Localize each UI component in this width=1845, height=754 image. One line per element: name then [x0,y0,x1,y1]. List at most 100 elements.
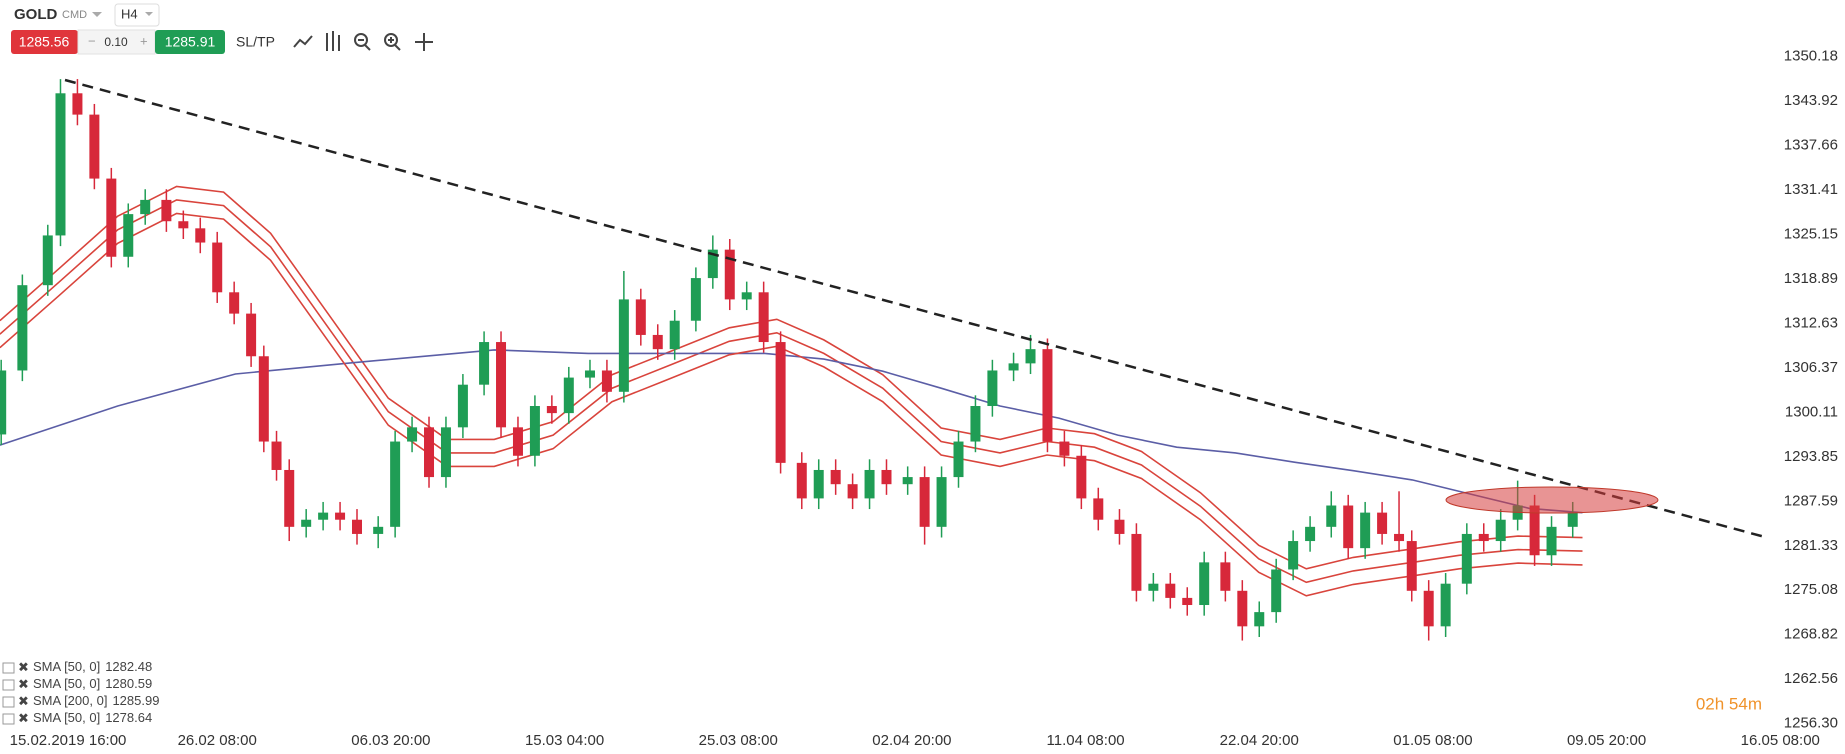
candle-body [1394,533,1405,542]
candle-body [987,370,998,407]
candle-body [1025,349,1036,364]
y-tick-label: 1275.08 [1784,581,1838,598]
x-tick-label: 16.05 08:00 [1741,732,1820,749]
candle-body [1305,526,1316,542]
candle-body [635,299,646,335]
candle-body [258,356,269,442]
candle-body [563,377,574,414]
candle-body [1478,533,1489,542]
sma-line [0,349,1583,514]
candle-body [546,406,557,414]
candle-body [89,114,100,179]
candle-body [1423,590,1434,627]
candle-body [1254,612,1265,627]
x-tick-label: 09.05 20:00 [1567,732,1646,749]
candle-body [424,427,435,478]
candle-body [902,477,913,485]
legend-value: 1282.48 [105,659,152,674]
sell-price: 1285.56 [19,34,70,50]
candle-body [457,384,468,428]
candle-body [1546,526,1557,556]
symbol: GOLD [14,6,57,23]
candle-body [1288,541,1299,570]
sell-button[interactable] [11,30,78,54]
y-tick-label: 1268.82 [1784,626,1838,643]
sl-tp[interactable]: SL/TP [236,34,275,50]
candle-body [936,477,947,527]
chart-type-icon[interactable] [293,35,313,48]
y-tick-label: 1312.63 [1784,314,1838,331]
plot-area [0,79,1583,641]
y-tick-label: 1300.11 [1785,403,1838,420]
candle-body [690,278,701,321]
candle-body [1131,533,1142,591]
legend-name: SMA [50, 0] [33,710,100,725]
candle-body [352,519,363,534]
legend-entry: SMA [50, 0] 1282.48 [33,659,152,674]
candle-body [72,93,83,115]
candle-body [284,469,295,527]
candle-body [161,199,172,222]
x-tick-label: 06.03 20:00 [351,732,430,749]
timeframe-select[interactable] [114,3,160,27]
x-tick-label: 15.02.2019 16:00 [10,732,127,749]
y-tick-label: 1318.89 [1784,270,1838,287]
legend-value: 1285.99 [112,693,159,708]
x-tick-label: 25.03 08:00 [699,732,778,749]
buy-button[interactable] [155,30,225,54]
y-tick-label: 1350.18 [1784,47,1838,64]
candle-body [1182,597,1193,606]
y-tick-label: 1306.37 [1784,359,1838,376]
y-tick-label: 1293.85 [1784,448,1838,465]
candle-body [373,526,384,534]
dropdown-arrow[interactable] [92,12,102,17]
candle-body [1076,455,1087,499]
y-tick-label: 1343.92 [1784,92,1838,109]
y-tick-label: 1256.30 [1784,715,1838,732]
candle-body [758,292,769,343]
candle-body [775,342,786,463]
legend-entry: SMA [200, 0] 1285.99 [33,693,159,708]
candle-body [953,441,964,478]
legend-value: 1280.59 [105,676,152,691]
candle-body [584,370,595,378]
candle-body [1461,533,1472,584]
candle-body [55,93,66,236]
minus[interactable]: − [88,33,96,48]
candle-body [212,242,223,293]
legend-name: SMA [50, 0] [33,659,100,674]
candle-body [1360,512,1371,549]
y-tick-label: 1262.56 [1784,670,1838,687]
legend-entry: SMA [50, 0] 1278.64 [33,710,152,725]
candle-body [601,370,612,392]
indicators-icon[interactable] [326,31,340,51]
zoom-in-icon[interactable] [384,33,401,51]
candle-body [1199,562,1210,606]
candle-body [318,512,329,520]
trend-line [64,78,1766,539]
candle-body [1343,505,1354,549]
candle-body [919,477,930,527]
candle-countdown: 02h 54m [1696,694,1762,713]
y-tick-label: 1331.41 [1784,181,1838,198]
candle-body [1567,512,1578,527]
x-tick-label: 02.04 20:00 [872,732,951,749]
x-tick-label: 01.05 08:00 [1393,732,1472,749]
market: CMD [62,9,87,21]
zoom-out-icon[interactable] [354,33,371,51]
legend-icon [2,696,15,708]
candle-body [390,441,401,527]
candle-body [741,292,752,300]
legend-name: SMA [200, 0] [33,693,107,708]
candle-body [1237,590,1248,627]
plus[interactable]: + [140,33,148,48]
legend-icon [2,662,15,674]
candle-body [17,285,28,371]
pan-icon[interactable] [415,33,433,51]
candle-body [1148,583,1159,591]
candle-body [669,320,680,350]
candle-body [796,462,807,499]
candle-body [407,427,418,442]
candle-body [1495,519,1506,542]
